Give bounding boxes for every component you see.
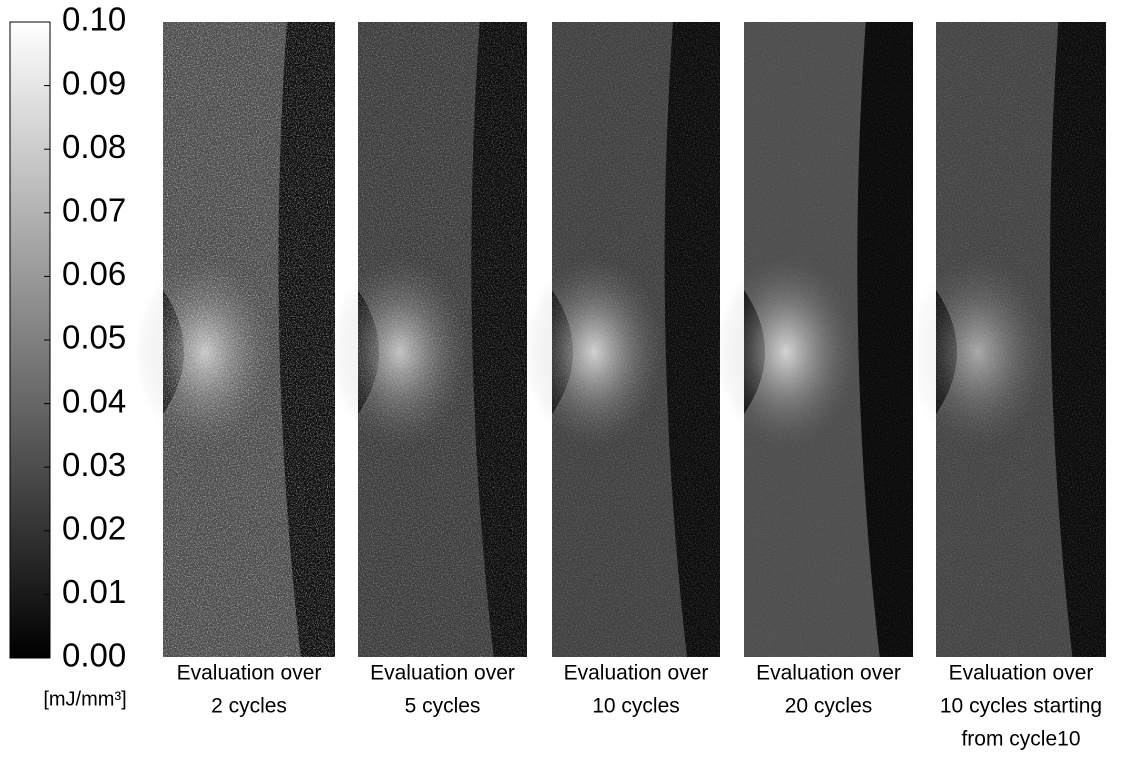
colorbar-unit: [mJ/mm³] xyxy=(43,688,126,710)
colorbar xyxy=(9,21,51,659)
panel-caption: Evaluation over xyxy=(756,662,901,685)
image-panel xyxy=(524,22,720,657)
tick-label: 0.08 xyxy=(62,128,126,165)
panel-caption: Evaluation over xyxy=(564,662,709,685)
tick-label: 0.10 xyxy=(62,1,126,38)
panel-caption: Evaluation over xyxy=(370,662,515,685)
noise xyxy=(358,22,527,657)
tick-label: 0.05 xyxy=(62,319,126,356)
tick-label: 0.04 xyxy=(62,382,126,419)
panel-caption: Evaluation over xyxy=(949,662,1094,685)
panel-caption: Evaluation over xyxy=(177,662,322,685)
tick-label: 0.07 xyxy=(62,192,126,229)
tick-label: 0.02 xyxy=(62,510,126,547)
panel-caption: 5 cycles xyxy=(405,695,481,718)
noise xyxy=(936,22,1106,657)
tick-label: 0.06 xyxy=(62,255,126,292)
image-panel xyxy=(716,22,913,657)
panel-caption: 20 cycles xyxy=(785,695,873,718)
tick-label: 0.01 xyxy=(62,573,126,610)
image-panel xyxy=(135,22,335,657)
tick-label: 0.00 xyxy=(62,637,126,674)
image-panel xyxy=(330,22,527,657)
panel-caption: from cycle10 xyxy=(961,728,1080,751)
tick-label: 0.09 xyxy=(62,64,126,101)
panel-caption: 10 cycles starting xyxy=(940,695,1102,718)
noise xyxy=(744,22,913,657)
image-panel xyxy=(908,22,1106,657)
panel-caption: 2 cycles xyxy=(211,695,287,718)
tick-label: 0.03 xyxy=(62,446,126,483)
noise xyxy=(163,22,335,657)
panel-caption: 10 cycles xyxy=(592,695,680,718)
noise xyxy=(552,22,720,657)
